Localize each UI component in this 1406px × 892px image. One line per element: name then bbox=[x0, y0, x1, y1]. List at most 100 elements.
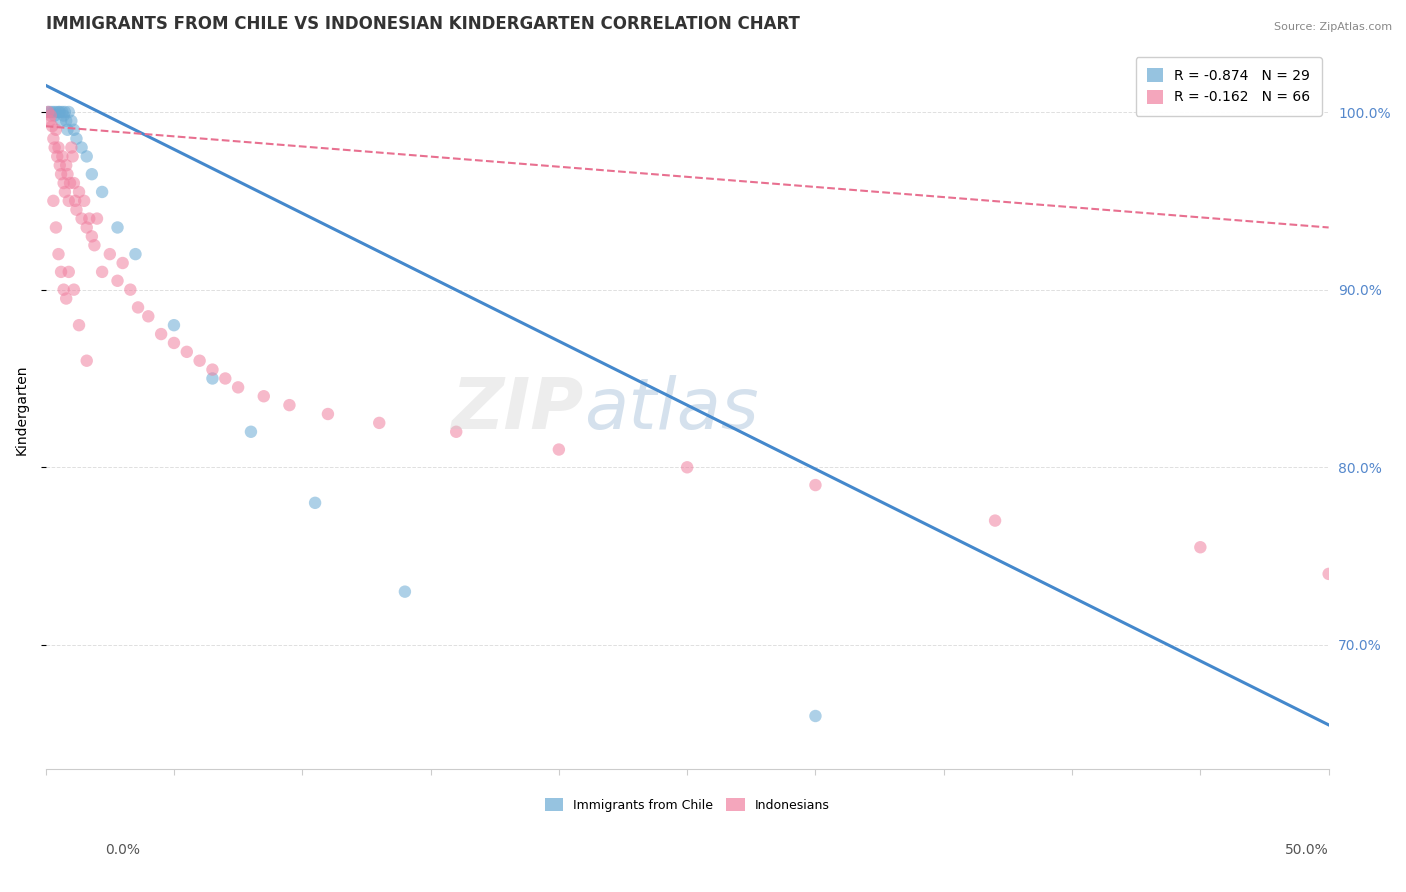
Point bbox=[804, 478, 827, 492]
Point bbox=[76, 149, 98, 163]
Point bbox=[56, 167, 79, 181]
Point bbox=[58, 105, 80, 120]
Point bbox=[163, 318, 186, 333]
Point bbox=[42, 131, 65, 145]
Text: atlas: atlas bbox=[585, 375, 759, 444]
Point bbox=[46, 149, 69, 163]
Point bbox=[278, 398, 301, 412]
Point bbox=[60, 140, 83, 154]
Point bbox=[45, 122, 67, 136]
Point bbox=[214, 371, 236, 385]
Point bbox=[67, 318, 90, 333]
Text: ZIP: ZIP bbox=[453, 375, 585, 444]
Point bbox=[63, 194, 86, 208]
Point bbox=[676, 460, 699, 475]
Point bbox=[49, 105, 72, 120]
Point bbox=[41, 120, 63, 134]
Point bbox=[547, 442, 569, 457]
Point bbox=[48, 247, 70, 261]
Point bbox=[39, 109, 62, 123]
Point bbox=[59, 176, 82, 190]
Point bbox=[70, 140, 93, 154]
Point bbox=[127, 301, 149, 315]
Point bbox=[48, 105, 70, 120]
Point bbox=[65, 131, 87, 145]
Point bbox=[38, 114, 60, 128]
Point bbox=[76, 220, 98, 235]
Point bbox=[39, 105, 62, 120]
Point bbox=[804, 709, 827, 723]
Point bbox=[49, 158, 72, 172]
Text: IMMIGRANTS FROM CHILE VS INDONESIAN KINDERGARTEN CORRELATION CHART: IMMIGRANTS FROM CHILE VS INDONESIAN KIND… bbox=[45, 15, 800, 33]
Point bbox=[49, 167, 72, 181]
Y-axis label: Kindergarten: Kindergarten bbox=[15, 364, 30, 455]
Point bbox=[65, 202, 87, 217]
Point bbox=[51, 105, 73, 120]
Point bbox=[63, 176, 86, 190]
Point bbox=[37, 105, 59, 120]
Point bbox=[63, 283, 86, 297]
Point bbox=[58, 265, 80, 279]
Point bbox=[79, 211, 101, 226]
Point bbox=[188, 353, 211, 368]
Point bbox=[111, 256, 134, 270]
Point bbox=[394, 584, 416, 599]
Point bbox=[44, 140, 66, 154]
Point bbox=[83, 238, 105, 252]
Text: Source: ZipAtlas.com: Source: ZipAtlas.com bbox=[1274, 22, 1392, 32]
Point bbox=[48, 140, 70, 154]
Point bbox=[80, 167, 103, 181]
Point bbox=[239, 425, 262, 439]
Point bbox=[67, 185, 90, 199]
Point bbox=[45, 105, 67, 120]
Point bbox=[52, 283, 75, 297]
Point bbox=[55, 158, 77, 172]
Point bbox=[201, 362, 224, 376]
Point bbox=[201, 371, 224, 385]
Point bbox=[63, 122, 86, 136]
Point bbox=[444, 425, 467, 439]
Point bbox=[53, 105, 76, 120]
Point bbox=[107, 274, 129, 288]
Point bbox=[91, 265, 114, 279]
Point bbox=[73, 194, 96, 208]
Point bbox=[86, 211, 108, 226]
Point bbox=[163, 335, 186, 350]
Point bbox=[253, 389, 276, 403]
Point bbox=[42, 105, 65, 120]
Point bbox=[52, 176, 75, 190]
Point bbox=[136, 310, 159, 324]
Point bbox=[55, 114, 77, 128]
Point bbox=[124, 247, 146, 261]
Point bbox=[226, 380, 249, 394]
Point bbox=[984, 514, 1007, 528]
Point bbox=[49, 114, 72, 128]
Point bbox=[52, 109, 75, 123]
Point bbox=[304, 496, 326, 510]
Point bbox=[53, 185, 76, 199]
Point bbox=[91, 185, 114, 199]
Point bbox=[37, 105, 59, 120]
Point bbox=[62, 149, 84, 163]
Point bbox=[44, 109, 66, 123]
Point bbox=[316, 407, 339, 421]
Point bbox=[60, 114, 83, 128]
Point bbox=[70, 211, 93, 226]
Text: 50.0%: 50.0% bbox=[1285, 843, 1329, 857]
Point bbox=[45, 220, 67, 235]
Point bbox=[80, 229, 103, 244]
Point bbox=[55, 292, 77, 306]
Point bbox=[176, 344, 198, 359]
Point bbox=[56, 122, 79, 136]
Point bbox=[76, 353, 98, 368]
Point bbox=[51, 149, 73, 163]
Point bbox=[150, 327, 173, 342]
Point bbox=[368, 416, 391, 430]
Point bbox=[107, 220, 129, 235]
Point bbox=[1317, 566, 1340, 581]
Point bbox=[1189, 540, 1212, 554]
Legend: Immigrants from Chile, Indonesians: Immigrants from Chile, Indonesians bbox=[540, 793, 835, 817]
Point bbox=[120, 283, 142, 297]
Point bbox=[98, 247, 121, 261]
Point bbox=[42, 194, 65, 208]
